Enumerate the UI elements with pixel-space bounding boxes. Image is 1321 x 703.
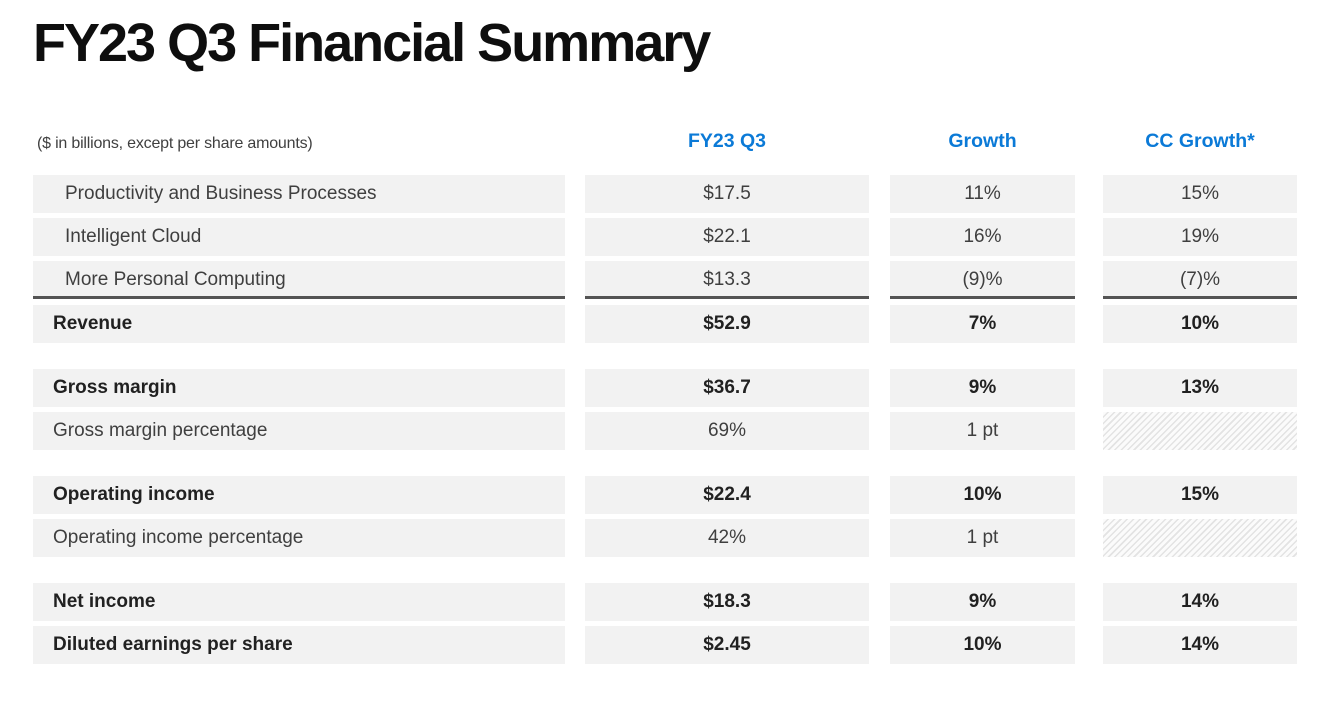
row-label: Operating income [33,476,565,515]
cell-growth: (9)% [890,261,1075,300]
cell-cc-growth: 19% [1103,218,1297,257]
table-row-operating-income-percentage: Operating income percentage 42% 1 pt [33,519,1321,558]
page-title: FY23 Q3 Financial Summary [33,13,711,73]
cell-fy23q3: $17.5 [585,175,869,214]
cell-cc-growth: 15% [1103,476,1297,515]
cell-cc-growth: 13% [1103,369,1297,408]
cell-fy23q3: $18.3 [585,583,869,622]
table-row-revenue-total: Revenue $52.9 7% 10% [33,305,1321,344]
cell-fy23q3: $2.45 [585,626,869,665]
column-header-growth: Growth [948,130,1017,152]
table-row-gross-margin: Gross margin $36.7 9% 13% [33,369,1321,408]
cell-fy23q3: $22.4 [585,476,869,515]
cell-fy23q3: 42% [585,519,869,558]
cell-cc-growth-not-applicable [1103,519,1297,558]
column-header-cc-growth: CC Growth* [1145,130,1255,152]
cell-fy23q3: 69% [585,412,869,451]
row-label: More Personal Computing [33,261,565,300]
cell-fy23q3: $13.3 [585,261,869,300]
cell-cc-growth: (7)% [1103,261,1297,300]
cell-growth: 10% [890,626,1075,665]
row-label: Operating income percentage [33,519,565,558]
row-label: Intelligent Cloud [33,218,565,257]
cell-fy23q3: $52.9 [585,305,869,344]
table-row-diluted-eps: Diluted earnings per share $2.45 10% 14% [33,626,1321,665]
cell-fy23q3: $22.1 [585,218,869,257]
cell-growth: 7% [890,305,1075,344]
table-row-intelligent-cloud: Intelligent Cloud $22.1 16% 19% [33,218,1321,257]
cell-cc-growth: 15% [1103,175,1297,214]
table-header-row: ($ in billions, except per share amounts… [33,130,1321,153]
table-row-net-income: Net income $18.3 9% 14% [33,583,1321,622]
column-header-fy23-q3: FY23 Q3 [687,130,767,152]
row-label: Diluted earnings per share [33,626,565,665]
cell-cc-growth: 10% [1103,305,1297,344]
table-row-productivity-business-processes: Productivity and Business Processes $17.… [33,175,1321,214]
table-row-operating-income: Operating income $22.4 10% 15% [33,476,1321,515]
row-label: Productivity and Business Processes [33,175,565,214]
cell-growth: 10% [890,476,1075,515]
cell-growth: 1 pt [890,519,1075,558]
row-label: Revenue [33,305,565,344]
cell-cc-growth: 14% [1103,626,1297,665]
units-note: ($ in billions, except per share amounts… [37,135,313,153]
cell-growth: 9% [890,583,1075,622]
cell-cc-growth-not-applicable [1103,412,1297,451]
table-row-more-personal-computing: More Personal Computing $13.3 (9)% (7)% [33,261,1321,300]
row-label: Net income [33,583,565,622]
row-label: Gross margin [33,369,565,408]
cell-growth: 9% [890,369,1075,408]
cell-growth: 16% [890,218,1075,257]
cell-growth: 11% [890,175,1075,214]
cell-fy23q3: $36.7 [585,369,869,408]
row-label: Gross margin percentage [33,412,565,451]
cell-growth: 1 pt [890,412,1075,451]
cell-cc-growth: 14% [1103,583,1297,622]
table-row-gross-margin-percentage: Gross margin percentage 69% 1 pt [33,412,1321,451]
